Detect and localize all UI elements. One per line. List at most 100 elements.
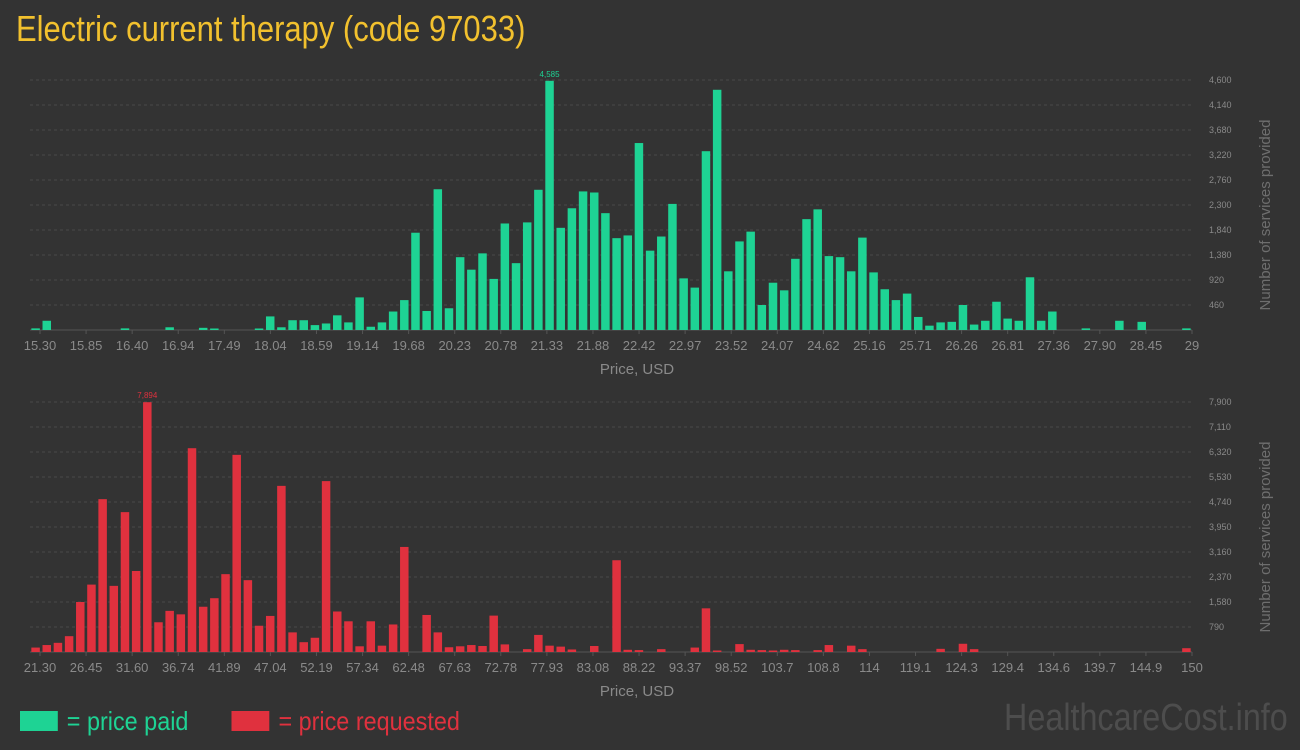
histogram-bar[interactable] (891, 300, 901, 330)
histogram-bar[interactable] (634, 143, 644, 330)
histogram-bar[interactable] (958, 643, 968, 652)
histogram-bar[interactable] (120, 512, 130, 652)
histogram-bar[interactable] (143, 402, 152, 652)
histogram-bar[interactable] (400, 546, 409, 652)
histogram-bar[interactable] (221, 574, 230, 652)
histogram-bar[interactable] (768, 282, 778, 330)
histogram-bar[interactable] (467, 645, 476, 652)
histogram-bar[interactable] (858, 237, 867, 330)
histogram-bar[interactable] (42, 645, 52, 652)
histogram-bar[interactable] (500, 644, 510, 652)
histogram-bar[interactable] (232, 454, 241, 652)
histogram-bar[interactable] (1081, 328, 1091, 330)
histogram-bar[interactable] (936, 648, 945, 652)
histogram-bar[interactable] (76, 602, 85, 652)
histogram-bar[interactable] (589, 645, 599, 652)
histogram-bar[interactable] (1003, 318, 1012, 330)
histogram-bar[interactable] (657, 236, 666, 330)
histogram-bar[interactable] (925, 325, 934, 330)
histogram-bar[interactable] (679, 278, 688, 330)
histogram-bar[interactable] (802, 219, 811, 330)
histogram-bar[interactable] (612, 238, 621, 330)
histogram-bar[interactable] (567, 649, 577, 652)
histogram-bar[interactable] (813, 209, 822, 330)
histogram-bar[interactable] (277, 485, 286, 652)
histogram-bar[interactable] (1048, 311, 1057, 330)
histogram-bar[interactable] (198, 606, 208, 652)
histogram-bar[interactable] (31, 328, 40, 330)
histogram-bar[interactable] (422, 614, 431, 652)
histogram-bar[interactable] (690, 647, 700, 652)
histogram-bar[interactable] (701, 608, 711, 652)
histogram-bar[interactable] (757, 305, 767, 330)
histogram-bar[interactable] (645, 250, 655, 330)
histogram-bar[interactable] (288, 632, 297, 652)
histogram-bar[interactable] (824, 256, 834, 330)
histogram-bar[interactable] (165, 610, 174, 652)
histogram-bar[interactable] (936, 322, 945, 330)
histogram-bar[interactable] (746, 649, 755, 652)
histogram-bar[interactable] (601, 213, 610, 330)
histogram-bar[interactable] (433, 189, 443, 330)
histogram-bar[interactable] (623, 649, 633, 652)
histogram-bar[interactable] (131, 570, 141, 652)
histogram-bar[interactable] (712, 89, 722, 330)
histogram-bar[interactable] (120, 328, 130, 330)
histogram-bar[interactable] (489, 615, 498, 652)
histogram-bar[interactable] (545, 80, 554, 330)
histogram-bar[interactable] (858, 649, 867, 652)
histogram-bar[interactable] (444, 308, 454, 330)
histogram-bar[interactable] (969, 324, 979, 330)
histogram-bar[interactable] (467, 269, 476, 330)
histogram-bar[interactable] (210, 598, 219, 652)
histogram-bar[interactable] (400, 300, 409, 330)
histogram-bar[interactable] (534, 634, 543, 652)
histogram-bar[interactable] (333, 315, 342, 330)
histogram-bar[interactable] (947, 321, 957, 330)
histogram-bar[interactable] (511, 263, 521, 330)
histogram-bar[interactable] (355, 297, 364, 330)
histogram-bar[interactable] (846, 645, 856, 652)
histogram-bar[interactable] (612, 560, 621, 652)
histogram-bar[interactable] (746, 231, 755, 330)
histogram-bar[interactable] (545, 645, 554, 652)
histogram-bar[interactable] (333, 611, 342, 652)
histogram-bar[interactable] (377, 645, 387, 652)
histogram-bar[interactable] (176, 614, 186, 652)
histogram-bar[interactable] (634, 650, 644, 652)
histogram-bar[interactable] (455, 257, 465, 330)
histogram-bar[interactable] (366, 621, 376, 652)
histogram-bar[interactable] (791, 258, 800, 330)
histogram-bar[interactable] (534, 189, 543, 330)
histogram-bar[interactable] (735, 644, 744, 652)
histogram-bar[interactable] (556, 646, 565, 652)
histogram-bar[interactable] (422, 310, 431, 330)
histogram-bar[interactable] (522, 649, 532, 652)
histogram-bar[interactable] (556, 227, 565, 330)
histogram-bar[interactable] (589, 192, 599, 331)
histogram-bar[interactable] (154, 622, 163, 652)
histogram-bar[interactable] (299, 642, 308, 652)
histogram-bar[interactable] (779, 649, 789, 652)
histogram-bar[interactable] (902, 293, 912, 330)
histogram-bar[interactable] (321, 323, 331, 330)
histogram-bar[interactable] (433, 632, 443, 652)
histogram-bar[interactable] (623, 235, 633, 330)
histogram-bar[interactable] (1025, 277, 1035, 330)
histogram-bar[interactable] (344, 322, 353, 330)
histogram-bar[interactable] (880, 289, 889, 330)
histogram-bar[interactable] (791, 650, 800, 652)
histogram-bar[interactable] (288, 320, 297, 330)
histogram-bar[interactable] (478, 253, 487, 330)
histogram-bar[interactable] (254, 328, 264, 331)
histogram-bar[interactable] (958, 305, 968, 330)
histogram-bar[interactable] (869, 272, 878, 330)
histogram-bar[interactable] (355, 646, 364, 652)
histogram-bar[interactable] (657, 649, 666, 652)
histogram-bar[interactable] (265, 615, 275, 652)
histogram-bar[interactable] (846, 271, 856, 330)
histogram-bar[interactable] (1182, 648, 1191, 652)
histogram-bar[interactable] (668, 203, 677, 330)
histogram-bar[interactable] (388, 311, 398, 330)
histogram-bar[interactable] (444, 647, 454, 652)
